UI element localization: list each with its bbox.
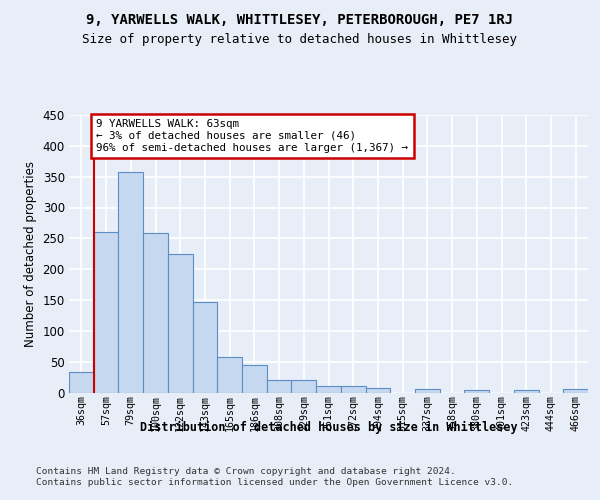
Text: 9 YARWELLS WALK: 63sqm
← 3% of detached houses are smaller (46)
96% of semi-deta: 9 YARWELLS WALK: 63sqm ← 3% of detached … (96, 120, 408, 152)
Bar (316, 386, 341, 392)
Text: Size of property relative to detached houses in Whittlesey: Size of property relative to detached ho… (83, 32, 517, 46)
Bar (69, 372, 94, 392)
Bar (365, 388, 390, 392)
Y-axis label: Number of detached properties: Number of detached properties (24, 161, 37, 347)
Bar (341, 386, 365, 392)
Bar (168, 254, 193, 392)
Text: 9, YARWELLS WALK, WHITTLESEY, PETERBOROUGH, PE7 1RJ: 9, YARWELLS WALK, WHITTLESEY, PETERBOROU… (86, 12, 514, 26)
Bar (143, 234, 168, 392)
Text: Contains HM Land Registry data © Crown copyright and database right 2024.
Contai: Contains HM Land Registry data © Crown c… (36, 468, 513, 487)
Bar (514, 390, 539, 392)
Bar (415, 390, 440, 392)
Text: Distribution of detached houses by size in Whittlesey: Distribution of detached houses by size … (140, 421, 518, 434)
Bar (464, 390, 489, 392)
Bar (118, 172, 143, 392)
Bar (193, 302, 217, 392)
Bar (242, 366, 267, 392)
Bar (292, 380, 316, 392)
Bar (267, 380, 292, 392)
Bar (217, 358, 242, 392)
Bar (563, 390, 588, 392)
Bar (94, 232, 118, 392)
